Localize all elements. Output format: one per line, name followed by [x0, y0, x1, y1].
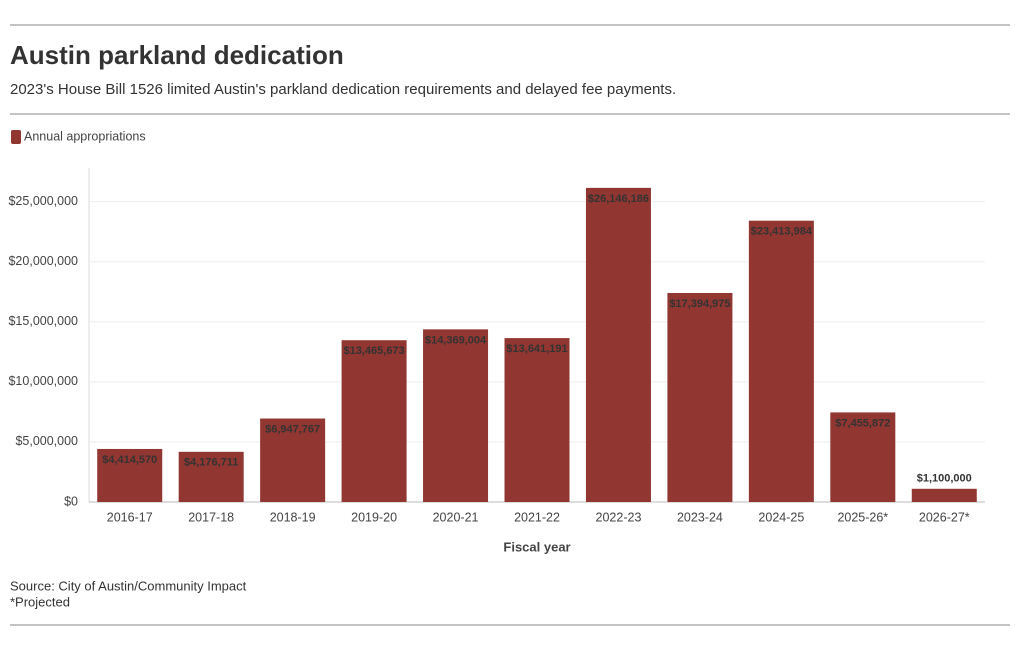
- value-label: $26,146,186: [588, 193, 649, 205]
- y-tick-label: $25,000,000: [8, 194, 78, 208]
- y-tick-label: $15,000,000: [8, 314, 78, 328]
- x-tick-label: 2016-17: [107, 510, 153, 524]
- bar: [504, 338, 570, 502]
- x-tick-label: 2020-21: [433, 510, 479, 524]
- x-tick-label: 2024-25: [758, 510, 804, 524]
- bar: [748, 220, 814, 502]
- x-tick-label: 2018-19: [270, 510, 316, 524]
- legend-swatch: [11, 130, 21, 144]
- x-tick-label: 2025-26*: [837, 510, 888, 524]
- x-tick-label: 2022-23: [596, 510, 642, 524]
- y-tick-label: $5,000,000: [15, 434, 78, 448]
- y-tick-label: $20,000,000: [8, 254, 78, 268]
- value-label: $23,413,984: [751, 226, 813, 238]
- bar: [667, 293, 733, 502]
- source: Source: City of Austin/Community Impact: [10, 578, 247, 593]
- x-axis-title: Fiscal year: [503, 539, 570, 554]
- bar: [911, 488, 977, 502]
- bar: [585, 187, 651, 502]
- value-label: $7,455,872: [835, 417, 890, 429]
- bar: [423, 329, 489, 502]
- note: *Projected: [10, 594, 70, 609]
- legend-label: Annual appropriations: [24, 129, 146, 143]
- x-tick-label: 2023-24: [677, 510, 723, 524]
- value-label: $14,369,004: [425, 334, 487, 346]
- x-tick-label: 2026-27*: [919, 510, 970, 524]
- y-tick-label: $10,000,000: [8, 374, 78, 388]
- value-label: $4,176,711: [184, 457, 238, 469]
- x-tick-label: 2021-22: [514, 510, 560, 524]
- bar: [341, 340, 407, 502]
- value-label: $4,414,570: [102, 454, 157, 466]
- x-tick-label: 2017-18: [188, 510, 234, 524]
- bar: [97, 448, 163, 502]
- value-label: $6,947,767: [265, 423, 320, 435]
- value-label: $17,394,975: [669, 298, 730, 310]
- y-tick-label: $0: [64, 494, 78, 508]
- chart-title: Austin parkland dedication: [10, 40, 344, 70]
- bar: [830, 412, 896, 502]
- value-label: $1,100,000: [917, 473, 972, 485]
- x-tick-label: 2019-20: [351, 510, 397, 524]
- chart-subtitle: 2023's House Bill 1526 limited Austin's …: [10, 81, 676, 98]
- value-label: $13,465,673: [344, 345, 405, 357]
- value-label: $13,641,191: [506, 343, 567, 355]
- bar: [260, 418, 326, 502]
- bar: [178, 451, 244, 502]
